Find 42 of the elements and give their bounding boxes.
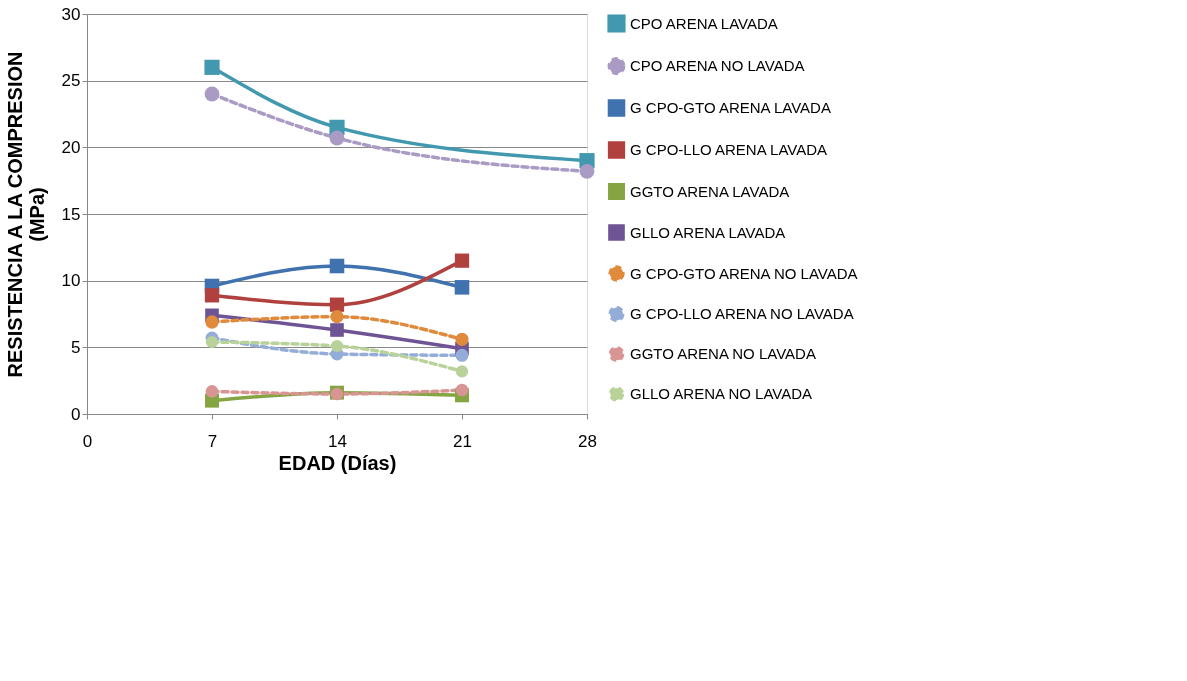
y-axis-title: RESISTENCIA A LA COMPRESION (MPa)	[3, 51, 48, 378]
point	[205, 335, 219, 349]
point	[329, 297, 345, 312]
y-tick-label: 30	[61, 4, 81, 24]
y-tick-label: 10	[61, 271, 81, 291]
legend-label: GLLO ARENA LAVADA	[630, 223, 786, 241]
y-tick-label: 25	[61, 71, 81, 91]
legend-label: G CPO-LLO ARENA LAVADA	[630, 141, 828, 158]
legend-label: GLLO ARENA NO LAVADA	[630, 385, 813, 402]
point	[329, 258, 345, 274]
point	[205, 385, 219, 398]
point	[579, 163, 595, 179]
point	[204, 86, 220, 102]
legend-label: CPO ARENA NO LAVADA	[630, 57, 805, 74]
point	[205, 315, 219, 329]
y-tick-label: 20	[61, 137, 81, 157]
point	[455, 332, 469, 346]
point	[454, 280, 470, 295]
legend-label: G CPO-LLO ARENA NO LAVADA	[630, 305, 854, 322]
y-tick-label: 5	[71, 337, 81, 357]
legend-label: GGTO ARENA NO LAVADA	[630, 345, 816, 362]
point	[329, 130, 345, 146]
legend-label: G CPO-GTO ARENA NO LAVADA	[630, 264, 858, 282]
point	[454, 253, 470, 268]
point	[455, 348, 469, 362]
point	[330, 339, 344, 353]
legend-label: G CPO-GTO ARENA LAVADA	[630, 99, 831, 116]
y-tick-label: 0	[71, 404, 81, 424]
legend-label: GGTO ARENA LAVADA	[630, 182, 790, 200]
x-tick-label: 14	[328, 431, 347, 451]
point	[330, 310, 344, 324]
point	[330, 323, 344, 337]
x-axis-title: EDAD (Días)	[278, 451, 397, 474]
legend-label: CPO ARENA LAVADA	[630, 14, 778, 32]
point	[204, 59, 220, 75]
x-tick-label: 7	[207, 431, 218, 451]
point	[455, 365, 469, 378]
x-tick-label: 21	[453, 431, 472, 451]
x-tick-label: 28	[578, 431, 597, 451]
y-tick-label: 15	[61, 204, 81, 224]
point	[204, 288, 220, 303]
point	[455, 383, 469, 397]
